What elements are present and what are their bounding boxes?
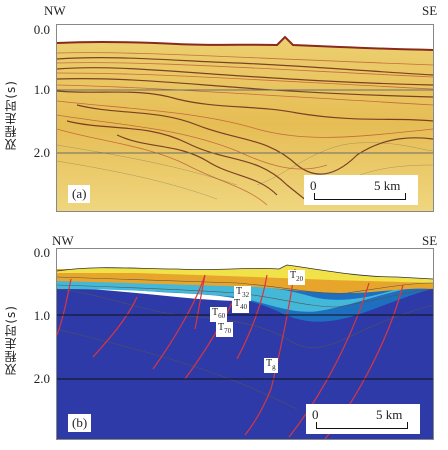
se-label-b: SE xyxy=(422,233,438,248)
interpreted-section-b xyxy=(56,248,434,440)
y-tick-a-2: 2.0 xyxy=(33,145,50,160)
scale-end-a: 5 km xyxy=(374,178,401,193)
horizon-tag-t20: T20 xyxy=(288,270,306,285)
fault-8 xyxy=(288,282,370,438)
y-tick-a-1: 1.0 xyxy=(33,82,50,97)
fault-1 xyxy=(57,278,72,336)
fault-4 xyxy=(194,274,206,330)
horizon-tag-t60: T60 xyxy=(210,307,228,322)
y-tick-a-0: 0.0 xyxy=(33,22,50,37)
y-axis-title-b: 双程走时(s) xyxy=(4,305,18,376)
y-tick-b-2: 2.0 xyxy=(33,371,50,386)
layer-orange xyxy=(57,269,433,293)
fault-3 xyxy=(152,274,206,370)
nw-label-a: NW xyxy=(44,3,66,18)
horizon-tag-t70: T70 xyxy=(216,322,234,337)
scale-line-a xyxy=(314,193,406,200)
horizon-tag-t40: T40 xyxy=(232,298,250,313)
fault-2 xyxy=(92,296,138,358)
interpretation-image xyxy=(57,249,433,439)
panel-tag-b: (b) xyxy=(68,414,92,432)
y-tick-b-0: 0.0 xyxy=(33,245,50,260)
scale-start-b: 0 xyxy=(312,407,319,422)
scale-start-a: 0 xyxy=(310,178,317,193)
horizon-tag-tg: Tg xyxy=(264,358,278,373)
scale-bar-b: 0 5 km xyxy=(306,404,420,434)
se-label-a: SE xyxy=(422,3,438,18)
panel-tag-a: (a) xyxy=(68,185,91,203)
horizon-tag-t32: T32 xyxy=(234,286,252,301)
scale-end-b: 5 km xyxy=(376,407,403,422)
layer-yellow xyxy=(57,265,433,283)
y-tick-b-1: 1.0 xyxy=(33,308,50,323)
y-axis-title-a: 双程走时(s) xyxy=(4,80,18,151)
basement-unit xyxy=(57,283,433,439)
nw-label-b: NW xyxy=(52,233,74,248)
scale-bar-a: 0 5 km xyxy=(304,175,418,205)
scale-line-b xyxy=(316,422,408,429)
